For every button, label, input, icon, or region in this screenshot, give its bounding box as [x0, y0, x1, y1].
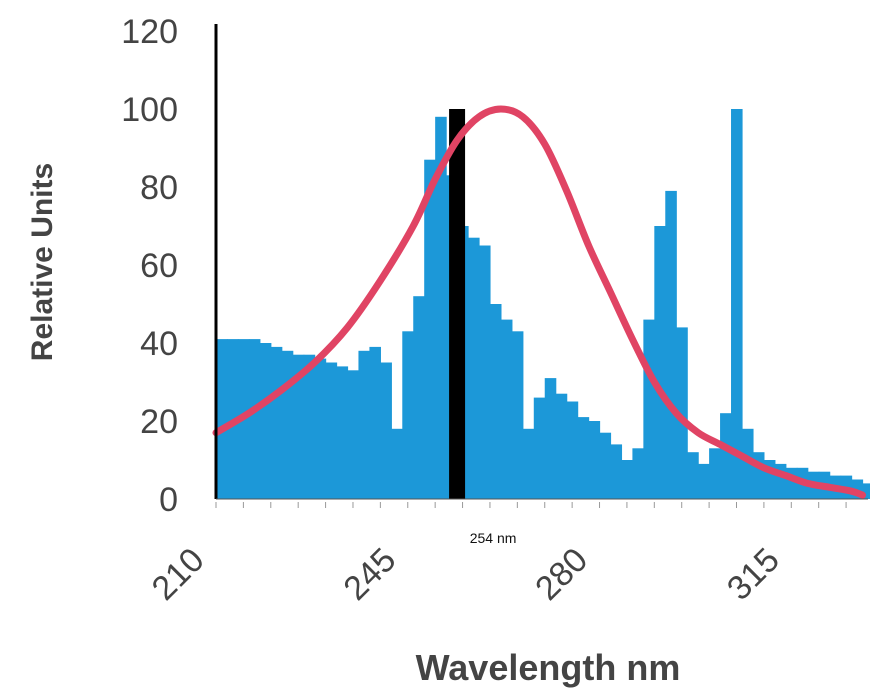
- bar: [336, 366, 349, 499]
- bar: [654, 226, 666, 499]
- bar: [522, 428, 535, 499]
- bar: [358, 350, 371, 499]
- bar: [500, 319, 513, 499]
- bar: [259, 343, 272, 499]
- y-tick-labels: 0 20 40 60 80 100 120: [121, 13, 178, 519]
- bar: [621, 460, 634, 499]
- bar: [347, 370, 360, 499]
- bar: [489, 304, 502, 499]
- bar: [369, 346, 381, 499]
- bar: [424, 159, 436, 499]
- bar: [555, 393, 568, 499]
- bar: [391, 428, 403, 499]
- bar: [676, 327, 688, 499]
- bar: [785, 467, 798, 499]
- x-axis-label: Wavelength nm: [416, 647, 681, 688]
- marker-annotation: 254 nm: [470, 530, 517, 546]
- bar: [325, 362, 338, 499]
- x-tick-label: 245: [336, 541, 403, 608]
- bar: [435, 116, 447, 500]
- bar: [851, 479, 864, 499]
- marker-layer: [449, 109, 466, 499]
- bar: [588, 421, 601, 499]
- bar: [566, 401, 579, 499]
- x-tick-label: 210: [145, 541, 212, 608]
- y-tick-label: 60: [140, 247, 178, 285]
- bar: [774, 463, 787, 499]
- bar: [281, 350, 294, 499]
- bar: [402, 331, 414, 499]
- bar: [292, 354, 305, 499]
- marker-bar: [449, 109, 466, 499]
- axes-layer: [214, 24, 868, 508]
- y-tick-label: 20: [140, 403, 178, 441]
- bar: [478, 245, 491, 499]
- bar: [862, 483, 870, 499]
- bar: [533, 397, 546, 499]
- bar: [610, 444, 623, 499]
- bar: [752, 452, 765, 499]
- bar: [643, 319, 655, 499]
- bar: [741, 428, 754, 499]
- y-tick-label: 40: [140, 325, 178, 363]
- x-tick-label: 315: [720, 541, 787, 608]
- bar: [216, 339, 228, 499]
- bar: [632, 448, 644, 499]
- absorbance-curve: [212, 105, 867, 499]
- bar: [577, 417, 590, 499]
- bar: [468, 237, 480, 499]
- bar: [698, 463, 710, 499]
- bar: [709, 448, 721, 499]
- curve-layer: [212, 105, 867, 499]
- bar: [720, 413, 732, 499]
- bar: [380, 362, 392, 499]
- bar: [248, 339, 261, 499]
- bar: [665, 190, 677, 499]
- y-axis-label: Relative Units: [26, 163, 59, 361]
- x-tick-label: 280: [528, 541, 595, 608]
- bar: [270, 346, 283, 499]
- y-tick-label: 100: [121, 91, 178, 129]
- bar: [413, 296, 425, 499]
- bar: [314, 358, 327, 499]
- y-tick-label: 80: [140, 169, 178, 207]
- bars-layer: [216, 109, 870, 500]
- bar: [303, 354, 316, 499]
- y-tick-label: 0: [159, 481, 178, 519]
- y-tick-label: 120: [121, 13, 178, 51]
- bar: [687, 452, 699, 499]
- bar: [511, 331, 524, 499]
- bar: [599, 432, 612, 499]
- bar: [763, 460, 776, 499]
- bar: [731, 109, 743, 499]
- x-tick-labels: 210 245 280 315: [145, 541, 787, 608]
- bar: [544, 378, 557, 499]
